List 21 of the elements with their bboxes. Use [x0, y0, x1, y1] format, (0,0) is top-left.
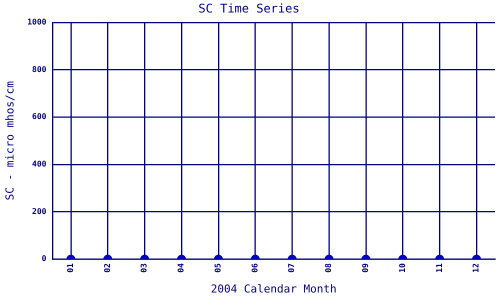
x-tick-label: 12: [472, 262, 481, 273]
x-tick-label: 06: [250, 262, 260, 273]
y-tick-label: 200: [32, 206, 47, 216]
y-tick-label: 800: [32, 64, 47, 74]
x-tick-label: 07: [287, 262, 296, 273]
y-tick-label: 400: [32, 160, 47, 169]
chart-title: SC Time Series: [198, 1, 300, 16]
x-tick-label: 10: [398, 262, 407, 273]
x-tick-label: 02: [102, 262, 112, 273]
y-axis-title: SC - micro mhos/cm: [3, 80, 16, 200]
x-tick-label: 11: [434, 262, 444, 273]
x-tick-label: 01: [66, 262, 75, 273]
x-tick-label: 08: [324, 262, 334, 273]
x-tick-label: 09: [361, 262, 370, 273]
x-tick-label: 05: [213, 262, 222, 273]
y-tick-label: 0: [42, 254, 47, 264]
y-tick-label: 1000: [27, 17, 47, 26]
x-tick-label: 03: [140, 262, 149, 273]
x-axis-title: 2004 Calendar Month: [210, 282, 337, 296]
y-tick-label: 600: [32, 112, 47, 122]
x-tick-label: 04: [176, 262, 186, 273]
